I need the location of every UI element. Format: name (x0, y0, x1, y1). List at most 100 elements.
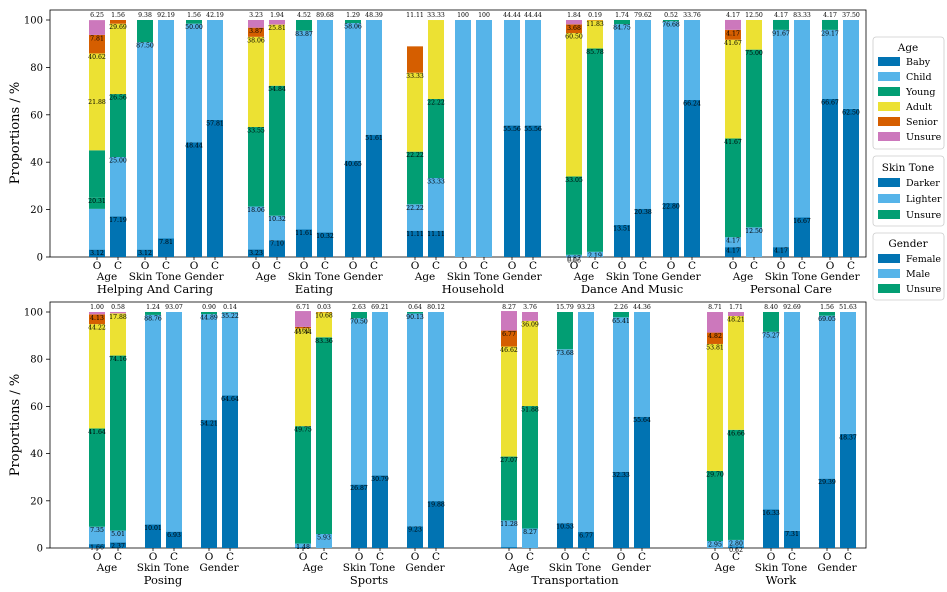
bar-segment (110, 20, 126, 24)
bar-segment (684, 20, 700, 101)
value-label: 54.21 (200, 421, 218, 428)
bar-segment (707, 332, 723, 344)
bar-segment (222, 312, 238, 396)
x-tick-label-o: O (252, 260, 261, 272)
bar-segment (819, 315, 835, 479)
value-label: 73.68 (556, 350, 574, 357)
value-label: 1.24 (146, 304, 160, 311)
x-tick-label-o: O (823, 551, 832, 563)
bar-segment (525, 20, 541, 126)
x-tick-label-c: C (170, 551, 178, 563)
bar-segment (566, 176, 582, 255)
bar-segment (110, 157, 126, 217)
bar-segment (634, 416, 650, 548)
value-label: 33.55 (247, 128, 265, 135)
bar-segment (822, 98, 838, 258)
value-label: 32.33 (612, 472, 630, 479)
value-label: 26.56 (109, 95, 127, 102)
bar-segment (295, 311, 311, 327)
y-tick-label: 60 (30, 402, 43, 413)
value-label: 26.87 (350, 485, 368, 492)
x-group-label-gender: Gender (343, 271, 383, 283)
value-label: 83.36 (315, 338, 333, 345)
bar-segment (707, 312, 723, 333)
value-label: 93.23 (577, 304, 595, 311)
value-label: 91.67 (772, 30, 790, 37)
bar-segment (773, 247, 789, 257)
bar-segment (725, 19, 741, 30)
x-tick-label-o: O (777, 260, 786, 272)
value-label: 8.27 (502, 304, 516, 311)
bar-segment (145, 314, 161, 525)
value-label: 4.52 (297, 12, 311, 19)
value-label: 83.87 (295, 31, 313, 38)
x-tick-label-c: C (480, 260, 488, 272)
value-label: 5.01 (111, 531, 125, 538)
bar-segment (728, 316, 744, 430)
value-label: 6.77 (502, 331, 516, 338)
bar-segment (89, 526, 105, 545)
value-label: 51.88 (521, 407, 539, 414)
bar-segment (201, 312, 217, 315)
value-label: 0.64 (408, 304, 422, 311)
legend-label-lighter: Lighter (906, 194, 942, 205)
bar-segment (794, 217, 810, 257)
x-tick-label-o: O (141, 260, 150, 272)
value-label: 4.17 (823, 12, 837, 19)
x-tick-label-o: O (190, 260, 199, 272)
bar-segment (89, 53, 105, 99)
value-label: 1.56 (187, 12, 201, 19)
value-label: 55.56 (524, 126, 542, 133)
value-label: 85.78 (586, 49, 604, 56)
value-label: 3.23 (249, 12, 263, 19)
value-label: 4.17 (726, 12, 740, 19)
bar-segment (501, 547, 517, 548)
value-label: 37.50 (842, 12, 860, 19)
bar-segment (269, 85, 285, 216)
legend-item-age-unsure: Unsure (878, 132, 942, 143)
legend-gender-title: Gender (888, 238, 928, 250)
x-tick-label-o: O (93, 260, 102, 272)
x-group-label-age: Age (96, 271, 118, 283)
bar-segment (316, 337, 332, 535)
bar-segment (428, 501, 444, 548)
value-label: 1.00 (90, 304, 104, 311)
x-tick-label-c: C (582, 551, 590, 563)
legend-skin-box (872, 155, 945, 227)
bar-segment (248, 249, 264, 257)
x-group-label-age: Age (573, 271, 595, 283)
bar-segment (725, 138, 741, 238)
x-tick-label-c: C (114, 551, 122, 563)
bar-segment (89, 197, 105, 209)
bar-segment (587, 20, 603, 49)
bar-segment (248, 20, 264, 28)
bar-segment (296, 229, 312, 257)
activity-label: Household (442, 282, 505, 296)
bar-segment (794, 20, 810, 218)
activity-label: Posing (144, 573, 183, 587)
value-label: 0.03 (317, 304, 331, 311)
bar-segment (110, 94, 126, 158)
value-label: 11.11 (406, 12, 424, 19)
bar-segment (295, 326, 311, 329)
value-label: 17.88 (109, 314, 127, 321)
bar-segment (784, 530, 800, 548)
bar-segment (728, 429, 744, 540)
value-label: 27.07 (500, 457, 518, 464)
bar-segment (822, 29, 838, 99)
value-label: 41.64 (88, 429, 106, 436)
value-label: 4.13 (90, 315, 104, 322)
value-label: 70.50 (350, 319, 368, 326)
bar-segment (614, 224, 630, 257)
value-label: 29.17 (821, 30, 839, 37)
value-label: 29.39 (818, 479, 836, 486)
bar-segment (295, 543, 311, 548)
value-label: 2.95 (708, 542, 722, 549)
y-tick-label: 0 (37, 544, 43, 555)
bar-segment (504, 20, 520, 126)
bar-segment (89, 544, 105, 548)
value-label: 29.70 (706, 471, 724, 478)
activity-label: Personal Care (750, 282, 832, 296)
value-label: 7.81 (159, 239, 173, 246)
value-label: 49.75 (294, 427, 312, 434)
